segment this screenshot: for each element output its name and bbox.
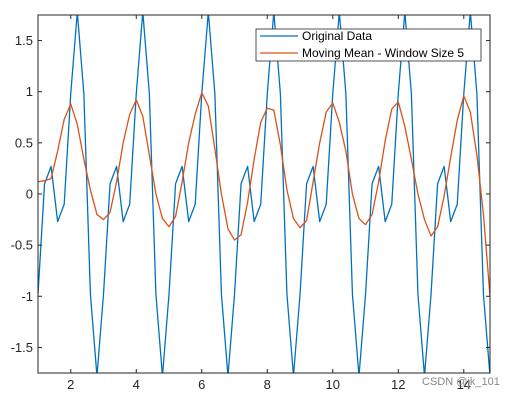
y-tick-label: 1.5 [15,33,33,48]
x-tick-label: 10 [326,377,340,392]
y-tick-label: 0 [26,187,33,202]
y-tick-label: -1.5 [11,340,33,355]
y-tick-label: 0.5 [15,135,33,150]
watermark: CSDN @jk_101 [422,376,500,388]
legend-label-moving-mean: Moving Mean - Window Size 5 [302,46,464,60]
tick-layer: 2 4 6 8 10 12 14 -1.5 -1 -0.5 0 0.5 1 1.5 [11,15,490,392]
legend-box [255,28,482,62]
x-tick-label: 2 [67,377,74,392]
legend-label-original-data: Original Data [302,29,372,43]
y-tick-label: -0.5 [11,238,33,253]
y-tick-label: 1 [26,84,33,99]
series-line-original-data [38,15,490,373]
x-tick-label: 4 [133,377,140,392]
y-tick-label: -1 [21,289,33,304]
x-tick-label: 14 [457,377,471,392]
plot-area [38,15,490,373]
series-line-moving-mean [38,92,490,297]
x-tick-label: 6 [198,377,205,392]
x-tick-label: 12 [391,377,405,392]
x-tick-label: 8 [264,377,271,392]
legend: Original Data Moving Mean - Window Size … [255,28,482,62]
series-layer [38,15,490,373]
